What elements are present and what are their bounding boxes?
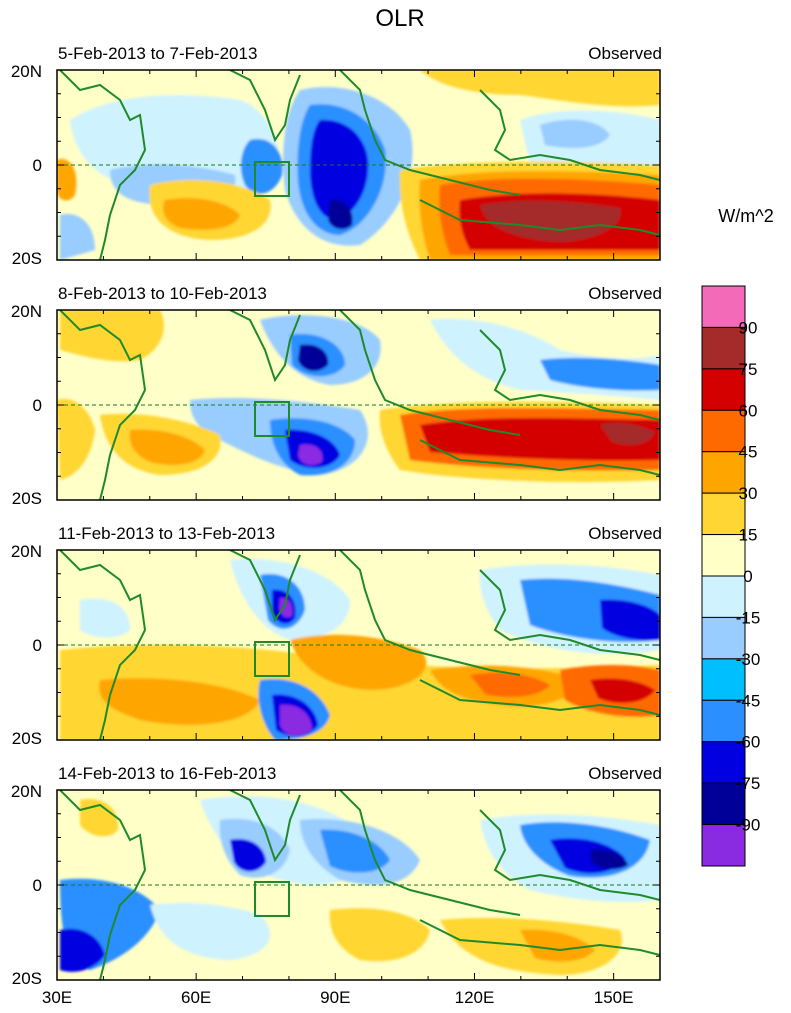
axis-ticks: [56, 69, 661, 981]
lat-label-20n: 20N: [11, 782, 42, 801]
colorbar-label: 30: [739, 484, 758, 503]
panel-date-range: 5-Feb-2013 to 7-Feb-2013: [58, 44, 257, 63]
figure-title: OLR: [375, 5, 424, 32]
panel-tag: Observed: [588, 44, 662, 63]
colorbar-label: -15: [736, 608, 761, 627]
colorbar-label: -45: [736, 691, 761, 710]
colorbar-swatch: [701, 534, 746, 577]
colorbar-label: 75: [739, 360, 758, 379]
olr-field: [57, 70, 660, 260]
lon-label: 150E: [594, 988, 634, 1007]
colorbar-swatch: [701, 782, 746, 826]
colorbar-swatch: [701, 741, 746, 784]
colorbar-label: 45: [739, 443, 758, 462]
lat-label-0: 0: [33, 636, 42, 655]
longitude-axis: 30E 60E 90E 120E 150E: [42, 988, 634, 1007]
map-panel-1: 5-Feb-2013 to 7-Feb-2013 Observed: [11, 44, 662, 268]
colorbar-swatch: [701, 492, 746, 536]
colorbar-swatch: [701, 575, 746, 618]
colorbar-swatch: [701, 616, 746, 660]
map-panel-2: 8-Feb-2013 to 10-Feb-2013 Observed: [11, 284, 662, 508]
lat-label-0: 0: [33, 396, 42, 415]
olr-field: [57, 310, 660, 500]
lon-label: 30E: [42, 988, 72, 1007]
lat-label-20s: 20S: [12, 969, 42, 988]
panel-date-range: 11-Feb-2013 to 13-Feb-2013: [58, 524, 275, 543]
panel-tag: Observed: [588, 764, 662, 783]
colorbar-swatch: [701, 824, 746, 867]
lon-label: 120E: [455, 988, 495, 1007]
lat-label-20s: 20S: [12, 249, 42, 268]
olr-field: [57, 550, 660, 740]
colorbar-units: W/m^2: [718, 206, 773, 226]
colorbar-label: -90: [736, 816, 761, 835]
lon-label: 90E: [320, 988, 350, 1007]
colorbar-swatch: [701, 326, 746, 370]
colorbar-swatch: [701, 699, 746, 743]
colorbar-swatch: [701, 409, 746, 453]
olr-field: [57, 790, 660, 980]
panel-date-range: 14-Feb-2013 to 16-Feb-2013: [58, 764, 276, 783]
colorbar-swatch: [701, 368, 746, 411]
lat-label-20s: 20S: [12, 489, 42, 508]
panel-tag: Observed: [588, 284, 662, 303]
colorbar: 90 75 60 45 30 15 0 -15 -30 -45 -60 -75 -90: [701, 285, 761, 867]
panel-date-range: 8-Feb-2013 to 10-Feb-2013: [58, 284, 267, 303]
lat-label-20n: 20N: [11, 302, 42, 321]
colorbar-label: -60: [736, 733, 761, 752]
colorbar-label: 0: [743, 567, 752, 586]
lat-label-20s: 20S: [12, 729, 42, 748]
colorbar-label: -30: [736, 650, 761, 669]
lon-label: 60E: [181, 988, 211, 1007]
colorbar-label: 60: [739, 401, 758, 420]
lat-label-20n: 20N: [11, 542, 42, 561]
lat-label-20n: 20N: [11, 62, 42, 81]
map-panel-3: 11-Feb-2013 to 13-Feb-2013 Observed: [11, 524, 662, 748]
colorbar-swatch: [701, 658, 746, 701]
colorbar-label: 15: [739, 526, 758, 545]
lat-label-0: 0: [33, 156, 42, 175]
colorbar-label: 90: [739, 318, 758, 337]
map-panel-4: 14-Feb-2013 to 16-Feb-2013 Observed: [11, 764, 662, 988]
colorbar-swatch: [701, 451, 746, 494]
colorbar-label: -75: [736, 774, 761, 793]
lat-label-0: 0: [33, 876, 42, 895]
panel-tag: Observed: [588, 524, 662, 543]
